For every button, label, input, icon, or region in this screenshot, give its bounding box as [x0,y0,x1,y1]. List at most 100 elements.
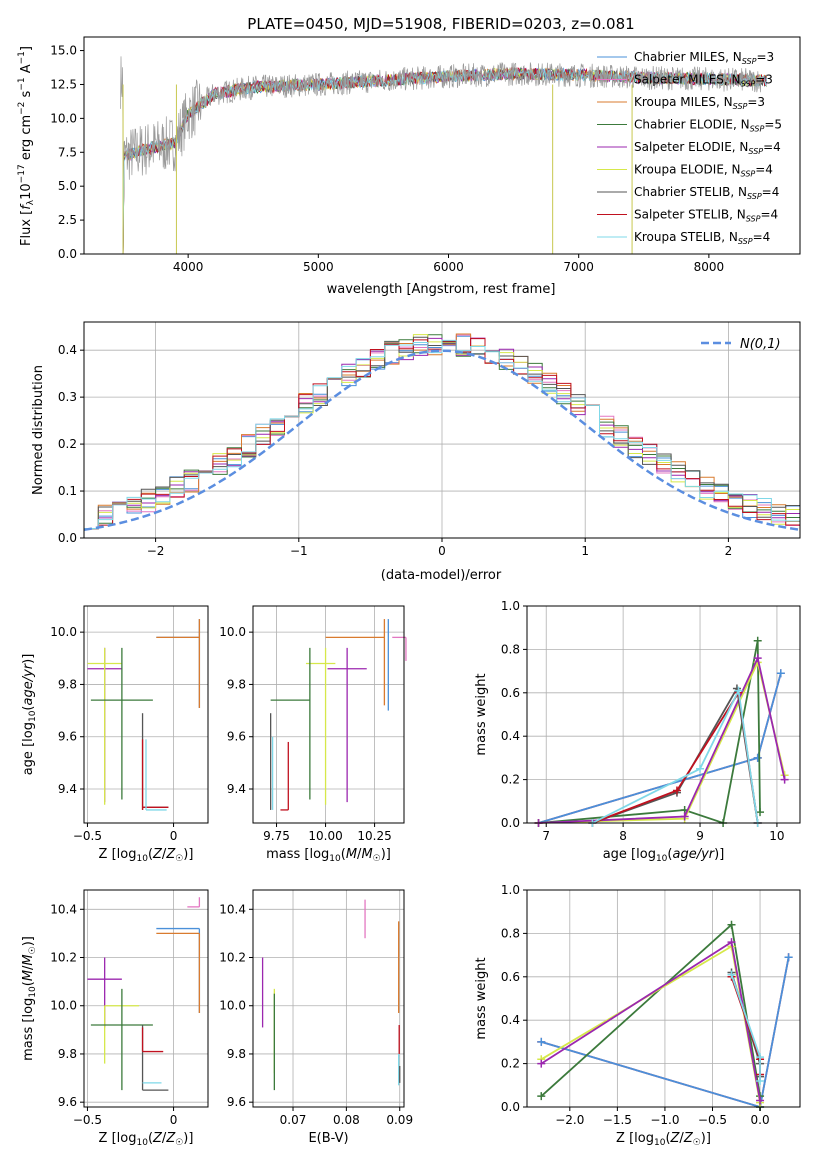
x-tick-label: 0.0 [751,1113,770,1127]
legend-label: Chabrier MILES, NSSP=3 [634,50,774,66]
age-vs-Z-panel: −0.5 0 9.4 9.6 9.8 10.0 [50,605,209,843]
weight-marker [753,654,762,663]
weight-line-chabrier-elodie [540,922,761,1107]
y-tick-label: 9.8 [227,677,246,691]
age-vs-mass-frame [252,605,405,824]
weight-line-kroupa-stelib [591,687,759,824]
age-vs-Z-frame [83,605,209,824]
y-tick-label: 9.6 [227,730,246,744]
y-tick-label: 9.4 [227,782,246,796]
x-axis-label: Z [log10(Z/Z☉)] [99,1131,194,1148]
weight-marker [756,1076,765,1085]
x-axis-label: age [log10(age/yr)] [603,847,725,864]
x-axis-label: Z [log10(Z/Z☉)] [616,1131,711,1148]
spectrum-frame [83,36,801,255]
y-tick-label: 0.8 [501,642,520,656]
y-axis-label: age [log10(age/yr)] [21,654,38,776]
figure-title: PLATE=0450, MJD=51908, FIBERID=0203, z=0… [247,15,634,33]
legend-label: N(0,1) [740,337,781,352]
x-tick-label: −0.5 [73,829,102,843]
spectrum-legend: Chabrier MILES, NSSP=3 Salpeter MILES, NS… [597,50,782,246]
y-axis-label: mass weight [474,957,489,1039]
weight-marker [756,1053,765,1062]
y-tick-label: 0.4 [58,343,77,357]
x-tick-label: 10.25 [357,829,391,843]
weight-marker [727,920,736,929]
weight-marker [672,786,681,795]
weight-marker [537,1059,546,1068]
y-tick-label: 0.6 [501,970,520,984]
y-tick-label: 10.2 [50,951,77,965]
weight-marker [696,764,705,773]
mass-vs-Z-panel: −0.5 0 9.6 9.8 10.0 10.2 10.4 [50,889,209,1127]
mass-vs-Z-plot-area [87,897,201,1091]
y-tick-label: 10.4 [219,902,246,916]
y-tick-label: 9.4 [58,782,77,796]
legend-label: Salpeter ELODIE, NSSP=4 [634,140,781,156]
mass-weight-vs-Z-frame [526,889,801,1108]
y-tick-label: 9.6 [58,1095,77,1109]
x-tick-label: 10 [769,829,784,843]
weight-marker [780,775,789,784]
y-tick-label: 9.6 [58,730,77,744]
x-tick-label: −1.0 [650,1113,679,1127]
legend-label: Salpeter MILES, NSSP=3 [634,73,773,89]
legend-label: Salpeter STELIB, NSSP=4 [634,208,778,224]
x-axis-label: Z [log10(Z/Z☉)] [99,847,194,864]
y-tick-label: 0.0 [501,816,520,830]
legend-label: Kroupa MILES, NSSP=3 [634,95,765,111]
y-tick-label: 10.4 [50,902,77,916]
residuals-panel: −2 −1 0 1 2 0.0 0.1 0.2 0.3 0.4 [58,321,801,558]
x-tick-label: 0.08 [333,1113,360,1127]
y-tick-label: 12.5 [50,77,77,91]
x-tick-label: −1 [290,544,308,558]
y-axis-label: mass weight [474,673,489,755]
y-tick-label: 9.8 [58,677,77,691]
y-axis-label: Flux [fλ10−17 erg cm−2 s−1 A−1] [17,46,36,246]
weight-marker [727,938,736,947]
y-tick-label: 0.0 [58,531,77,545]
weight-marker [753,636,762,645]
normal-curve [83,349,801,532]
x-tick-label: −0.5 [73,1113,102,1127]
mass-weight-vs-age-frame [526,605,801,824]
y-tick-label: 1.0 [501,883,520,897]
y-tick-label: 0.2 [58,437,77,451]
y-tick-label: 9.8 [58,1047,77,1061]
weight-marker [680,812,689,821]
weight-marker [727,970,736,979]
residuals-plot-area [83,333,801,532]
mass-weight-vs-age-panel: 7 8 9 10 0.0 0.2 0.4 0.6 0.8 1.0 [501,599,801,843]
x-tick-label: 1 [581,544,589,558]
mass-vs-Z-frame [83,889,209,1108]
x-tick-label: −1.5 [603,1113,632,1127]
y-tick-label: 10.0 [50,999,77,1013]
weight-marker [784,953,793,962]
y-axis-label: Normed distribution [31,365,46,495]
spectrum-panel: 4000 5000 6000 7000 8000 0.0 2.5 5.0 7.5 10.0 12.5… [50,36,801,274]
y-tick-label: 1.0 [501,599,520,613]
age-vs-mass-plot-area [269,619,407,811]
weight-marker [537,1037,546,1046]
x-tick-label: 0 [170,1113,178,1127]
x-tick-label: 9.75 [263,829,290,843]
mass-weight-vs-Z-panel: −2.0 −1.5 −1.0 −0.5 0.0 0.0 0.2 0.4 0.6 0.8 1.0 [501,883,801,1127]
x-axis-label: wavelength [Angstrom, rest frame] [327,282,556,297]
age-vs-mass-panel: 9.75 10.00 10.25 9.4 9.6 9.8 10.0 [219,605,407,843]
x-tick-label: 10.00 [308,829,342,843]
x-tick-label: 4000 [173,260,204,274]
x-tick-label: 8 [619,829,627,843]
weight-line-kroupa-miles [538,673,782,824]
x-axis-label: E(B-V) [308,1131,348,1146]
x-tick-label: 8000 [694,260,725,274]
histogram-kroupa-stelib [84,339,800,529]
legend-label: Chabrier ELODIE, NSSP=5 [634,118,782,134]
y-axis-label: mass [log10(M/M☉)] [21,936,38,1061]
y-tick-label: 0.0 [501,1100,520,1114]
weight-marker [776,669,785,678]
y-tick-label: 10.0 [50,111,77,125]
y-tick-label: 9.6 [227,1095,246,1109]
x-axis-label: mass [log10(M/M☉)] [266,847,391,864]
weight-line-salpeter-elodie [538,655,786,824]
y-tick-label: 0.6 [501,686,520,700]
